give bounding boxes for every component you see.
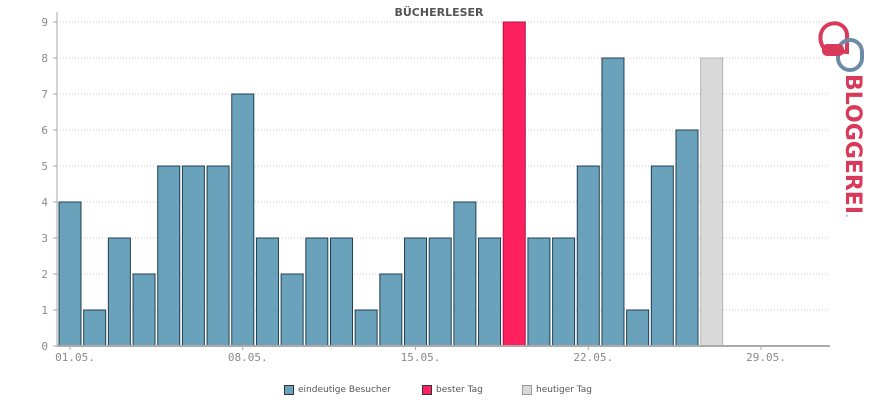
legend: eindeutige Besucher bester Tag heutiger …	[0, 385, 870, 399]
y-tick-label: 4	[41, 196, 48, 209]
legend-label-best-day: bester Tag	[436, 385, 483, 395]
legend-swatch-best-day	[422, 385, 432, 395]
bar	[527, 237, 551, 347]
bloggerei-logo: BLOGGEREI.DE	[818, 21, 865, 218]
bar	[354, 309, 378, 347]
bar	[83, 309, 107, 347]
legend-item-visitors: eindeutige Besucher	[284, 385, 391, 395]
bar-today	[700, 57, 724, 347]
bar	[255, 237, 279, 347]
x-tick-label: 01.05.	[55, 351, 95, 364]
y-tick-label: 5	[41, 160, 48, 173]
bar	[231, 93, 255, 347]
bars	[58, 21, 724, 347]
bar	[206, 165, 230, 347]
chart-title: BÜCHERLESER	[394, 5, 484, 19]
bar	[107, 237, 131, 347]
logo-icon	[818, 21, 864, 72]
bar	[305, 237, 329, 347]
logo-text: BLOGGEREI.DE	[840, 74, 865, 218]
x-axis: 01.05. 08.05. 15.05. 22.05. 29.05.	[55, 345, 830, 364]
bar	[428, 237, 452, 347]
bar	[157, 165, 181, 347]
legend-label-today: heutiger Tag	[536, 385, 593, 395]
legend-swatch-visitors	[284, 385, 294, 395]
bar	[379, 273, 403, 347]
y-tick-label: 6	[41, 124, 48, 137]
bar	[453, 201, 477, 347]
x-tick-label: 08.05.	[228, 351, 268, 364]
y-axis: 0 1 2 3 4 5 6 7 8 9	[41, 12, 58, 353]
y-tick-label: 2	[41, 268, 48, 281]
bar	[601, 57, 625, 347]
x-tick-label: 15.05.	[401, 351, 441, 364]
x-tick-label: 29.05.	[746, 351, 786, 364]
bar	[626, 309, 650, 347]
y-tick-label: 0	[41, 340, 48, 353]
legend-item-today: heutiger Tag	[522, 385, 592, 395]
y-tick-label: 9	[41, 16, 48, 29]
y-tick-label: 1	[41, 304, 48, 317]
bar	[478, 237, 502, 347]
bar	[675, 129, 699, 347]
legend-item-best-day: bester Tag	[422, 385, 483, 395]
bar	[58, 201, 82, 347]
y-tick-label: 8	[41, 52, 48, 65]
legend-label-visitors: eindeutige Besucher	[298, 385, 391, 395]
bar	[181, 165, 205, 347]
bar-best-day	[502, 21, 526, 347]
legend-swatch-today	[522, 385, 532, 395]
bar	[280, 273, 304, 347]
x-tick-label: 22.05.	[573, 351, 613, 364]
bar	[132, 273, 156, 347]
bar	[329, 237, 353, 347]
bar	[650, 165, 674, 347]
y-tick-label: 3	[41, 232, 48, 245]
bar	[576, 165, 600, 347]
y-tick-label: 7	[41, 88, 48, 101]
bar	[552, 237, 576, 347]
bar	[404, 237, 428, 347]
